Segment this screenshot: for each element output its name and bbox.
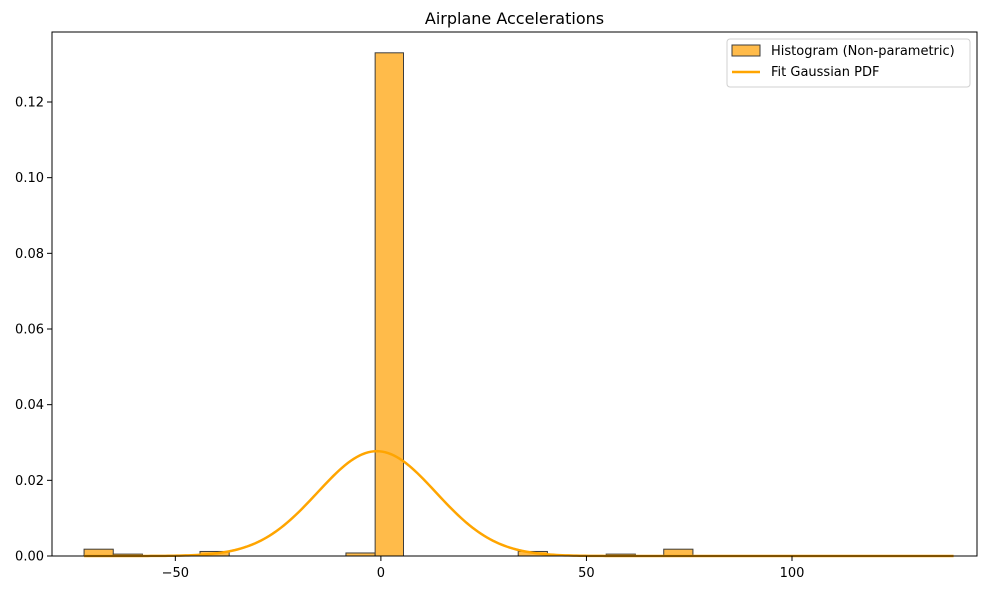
x-axis: −50 0 50 100 bbox=[162, 556, 805, 581]
y-tick-label: 0.08 bbox=[15, 247, 44, 262]
x-tick-label: 0 bbox=[377, 566, 385, 581]
y-tick-label: 0.12 bbox=[15, 95, 44, 110]
legend-label-histogram: Histogram (Non-parametric) bbox=[771, 44, 955, 59]
y-axis: 0.00 0.02 0.04 0.06 0.08 0.10 0.12 bbox=[15, 95, 52, 565]
histogram-bar bbox=[374, 52, 404, 557]
y-tick-label: 0.02 bbox=[15, 474, 44, 489]
bars-layer bbox=[83, 52, 694, 557]
x-tick-label: 100 bbox=[780, 566, 805, 581]
legend-label-gaussian: Fit Gaussian PDF bbox=[771, 65, 879, 80]
plot-frame bbox=[51, 31, 978, 557]
y-tick-label: 0.00 bbox=[15, 550, 44, 565]
gaussian-pdf-line bbox=[84, 449, 954, 558]
y-tick-label: 0.10 bbox=[15, 171, 44, 186]
x-tick-label: −50 bbox=[162, 566, 189, 581]
y-tick-label: 0.06 bbox=[15, 322, 44, 337]
legend-swatch-histogram bbox=[731, 44, 761, 57]
x-tick-label: 50 bbox=[578, 566, 595, 581]
chart-title: Airplane Accelerations bbox=[425, 9, 604, 28]
legend-box bbox=[726, 38, 971, 88]
legend: Histogram (Non-parametric) Fit Gaussian … bbox=[726, 38, 971, 88]
line-layer bbox=[84, 449, 954, 558]
y-tick-label: 0.04 bbox=[15, 398, 44, 413]
